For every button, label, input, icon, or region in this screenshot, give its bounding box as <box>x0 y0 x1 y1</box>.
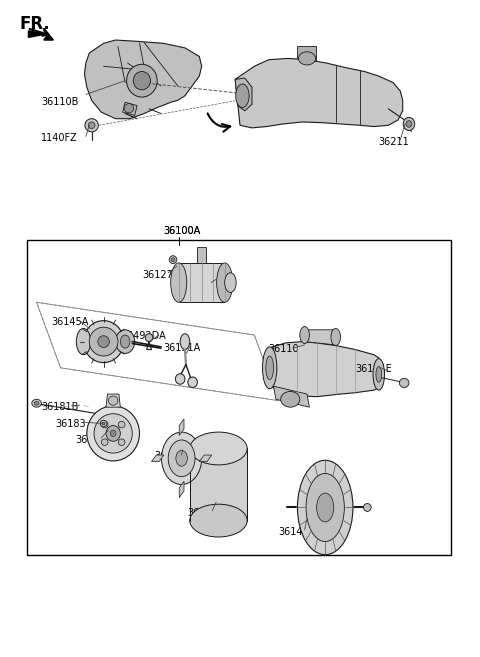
Polygon shape <box>266 342 381 397</box>
Ellipse shape <box>118 439 125 445</box>
Ellipse shape <box>299 52 316 65</box>
Ellipse shape <box>133 72 151 90</box>
Text: 36211: 36211 <box>379 137 409 147</box>
Text: 36150: 36150 <box>187 509 218 518</box>
Ellipse shape <box>263 347 277 389</box>
Text: 36172F: 36172F <box>154 451 191 461</box>
Polygon shape <box>179 482 184 497</box>
Text: 1492DA: 1492DA <box>128 331 166 342</box>
Ellipse shape <box>281 392 300 407</box>
Text: 36100A: 36100A <box>163 227 201 237</box>
Ellipse shape <box>188 377 197 388</box>
Text: 1140FZ: 1140FZ <box>41 133 78 143</box>
Polygon shape <box>28 28 53 40</box>
Ellipse shape <box>145 334 153 342</box>
Ellipse shape <box>190 432 247 465</box>
Ellipse shape <box>94 414 132 453</box>
Ellipse shape <box>331 328 340 346</box>
Ellipse shape <box>85 119 98 132</box>
Text: 36183: 36183 <box>56 419 86 428</box>
Text: 36181B: 36181B <box>41 402 79 412</box>
Polygon shape <box>235 78 252 111</box>
Ellipse shape <box>127 64 157 97</box>
Text: 36100A: 36100A <box>163 227 201 237</box>
Ellipse shape <box>98 336 109 348</box>
Ellipse shape <box>89 327 118 356</box>
Ellipse shape <box>190 504 247 537</box>
Polygon shape <box>235 58 403 128</box>
Polygon shape <box>179 419 184 436</box>
Text: 36110B: 36110B <box>41 97 79 107</box>
Polygon shape <box>123 102 137 116</box>
Ellipse shape <box>298 461 353 555</box>
Ellipse shape <box>306 474 344 541</box>
Ellipse shape <box>236 84 249 108</box>
Polygon shape <box>197 246 206 263</box>
Ellipse shape <box>110 430 116 437</box>
Ellipse shape <box>101 439 108 445</box>
Bar <box>179 263 225 302</box>
Polygon shape <box>274 386 310 407</box>
Ellipse shape <box>161 432 202 484</box>
Text: 36114E: 36114E <box>355 364 392 374</box>
Ellipse shape <box>175 374 185 384</box>
Ellipse shape <box>403 118 415 131</box>
Ellipse shape <box>87 406 140 461</box>
Ellipse shape <box>406 121 412 127</box>
Ellipse shape <box>363 503 371 511</box>
Ellipse shape <box>84 321 124 363</box>
Ellipse shape <box>108 396 118 405</box>
Ellipse shape <box>176 451 187 466</box>
Text: 36120: 36120 <box>187 279 218 289</box>
Text: 36145A: 36145A <box>51 317 88 327</box>
Text: 36131A: 36131A <box>163 343 201 353</box>
Ellipse shape <box>399 378 409 388</box>
Text: 36127A: 36127A <box>142 270 180 280</box>
Ellipse shape <box>100 420 107 427</box>
Ellipse shape <box>32 399 41 407</box>
Ellipse shape <box>106 426 120 442</box>
Polygon shape <box>298 47 317 62</box>
Ellipse shape <box>116 330 135 353</box>
Polygon shape <box>106 394 120 407</box>
Ellipse shape <box>102 422 105 425</box>
Ellipse shape <box>317 493 334 522</box>
Ellipse shape <box>376 367 382 382</box>
Bar <box>27 240 451 555</box>
Ellipse shape <box>118 421 125 428</box>
Ellipse shape <box>266 356 274 380</box>
Ellipse shape <box>373 359 384 390</box>
Ellipse shape <box>34 401 39 405</box>
Polygon shape <box>305 330 336 345</box>
Bar <box>190 449 247 520</box>
Ellipse shape <box>216 263 233 302</box>
Ellipse shape <box>168 440 195 477</box>
Polygon shape <box>199 455 212 462</box>
Text: 36110: 36110 <box>269 344 300 355</box>
Polygon shape <box>84 40 202 119</box>
Ellipse shape <box>180 334 190 350</box>
Ellipse shape <box>101 421 108 428</box>
Ellipse shape <box>300 327 310 344</box>
Text: 36146A: 36146A <box>278 527 315 537</box>
Ellipse shape <box>76 328 91 355</box>
Polygon shape <box>152 455 164 462</box>
Ellipse shape <box>88 122 95 129</box>
Ellipse shape <box>120 335 130 348</box>
Ellipse shape <box>225 273 236 292</box>
Text: 36170: 36170 <box>75 435 106 445</box>
Ellipse shape <box>171 258 175 261</box>
Ellipse shape <box>171 263 187 302</box>
Text: FR.: FR. <box>20 15 50 33</box>
Ellipse shape <box>124 104 134 113</box>
Ellipse shape <box>169 256 177 263</box>
